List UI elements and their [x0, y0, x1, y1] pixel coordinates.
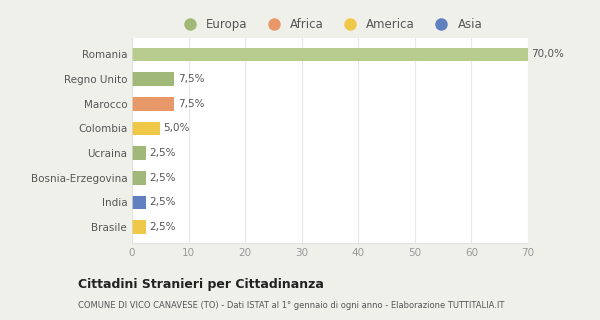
Text: 70,0%: 70,0% [532, 50, 564, 60]
Bar [132, 220, 146, 234]
Legend: Europa, Africa, America, Asia: Europa, Africa, America, Asia [173, 13, 487, 36]
Text: Cittadini Stranieri per Cittadinanza: Cittadini Stranieri per Cittadinanza [78, 278, 324, 292]
Text: 2,5%: 2,5% [149, 148, 176, 158]
Bar [132, 97, 175, 111]
Text: 7,5%: 7,5% [178, 74, 205, 84]
Bar [132, 171, 146, 185]
Bar [132, 146, 146, 160]
Text: 2,5%: 2,5% [149, 173, 176, 183]
Text: 7,5%: 7,5% [178, 99, 205, 109]
Text: COMUNE DI VICO CANAVESE (TO) - Dati ISTAT al 1° gennaio di ogni anno - Elaborazi: COMUNE DI VICO CANAVESE (TO) - Dati ISTA… [78, 301, 505, 310]
Bar [132, 196, 146, 209]
Text: 2,5%: 2,5% [149, 197, 176, 207]
Bar [132, 122, 160, 135]
Text: 5,0%: 5,0% [164, 124, 190, 133]
Text: 2,5%: 2,5% [149, 222, 176, 232]
Bar [132, 48, 528, 61]
Bar [132, 72, 175, 86]
